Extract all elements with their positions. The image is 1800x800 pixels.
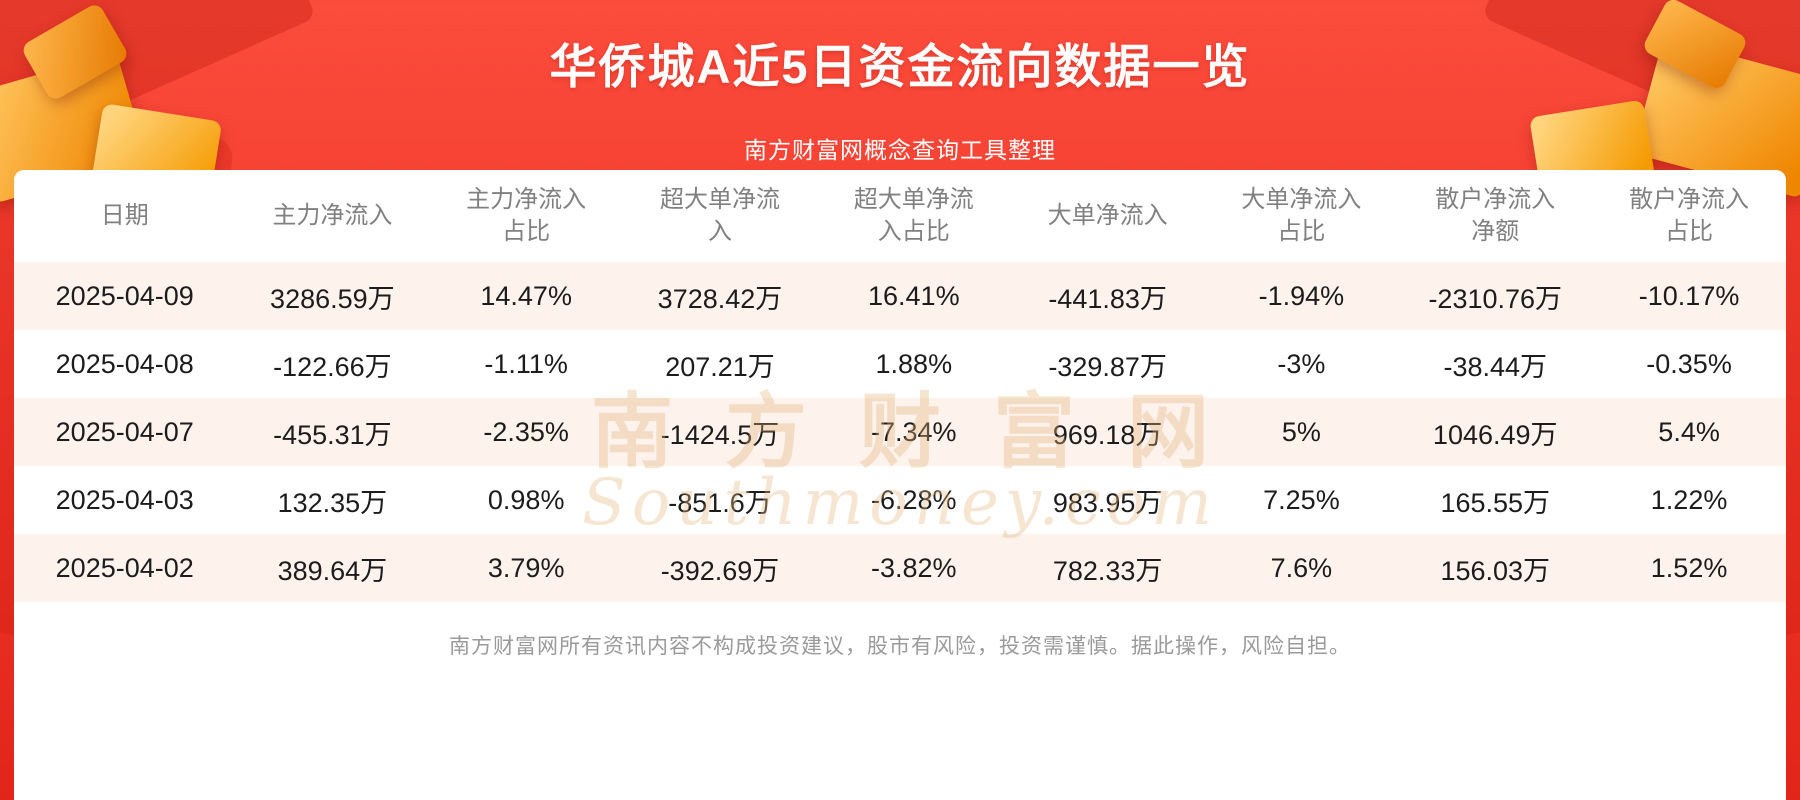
date-cell: 2025-04-09 [55,280,194,311]
column-header-1: 主力净流入 [272,201,393,229]
value-cell: 1.22% [1650,484,1728,515]
column-header-0: 日期 [100,201,149,229]
value-cell: 3728.42万 [657,283,783,314]
value-cell: 165.55万 [1440,487,1551,518]
value-cell: -38.44万 [1443,351,1548,382]
column-header-6: 大单净流入占比 [1241,185,1362,245]
date-cell: 2025-04-02 [55,552,194,583]
value-cell: 7.6% [1270,552,1333,583]
table-row: 2025-04-07 -455.31万 -2.35% -1424.5万 -7.34% 96… [14,398,1786,466]
value-cell: 132.35万 [277,487,388,518]
value-cell: 207.21万 [665,351,775,382]
date-cell: 2025-04-03 [55,484,194,515]
page-title: 华侨城A近5日资金流向数据一览 [549,40,1251,93]
column-header-5: 大单净流入 [1047,201,1168,229]
table-row: 2025-04-08 -122.66万 -1.11% 207.21万 1.88% -329… [14,330,1786,398]
data-card: 日期 主力净流入 主力净流入占比 超大单净流入 超大单净流入占比 大单净流入 大单净流入占比… [14,170,1786,800]
value-cell: 0.98% [487,484,565,515]
value-cell: 389.64万 [277,555,388,586]
value-cell: 1.52% [1650,552,1728,583]
value-cell: -1424.5万 [660,419,780,450]
value-cell: -7.34% [871,416,957,447]
value-cell: -1.11% [484,348,568,379]
value-cell: 16.41% [868,280,960,311]
value-cell: 5.4% [1658,416,1720,447]
flow-table: 日期 主力净流入 主力净流入占比 超大单净流入 超大单净流入占比 大单净流入 大单净流入占比… [14,170,1786,602]
value-cell: -455.31万 [273,419,392,450]
column-header-7: 散户净流入净额 [1435,185,1556,245]
column-header-2: 主力净流入占比 [466,185,587,245]
table-row: 2025-04-03 132.35万 0.98% -851.6万 -6.28% 983.9… [14,466,1786,534]
value-cell: -0.35% [1646,348,1732,379]
table-row: 2025-04-09 3286.59万 14.47% 3728.42万 16.41% -4… [14,262,1786,330]
value-cell: -329.87万 [1048,351,1167,382]
value-cell: -3.82% [871,552,957,583]
column-header-3: 超大单净流入 [659,185,780,245]
date-cell: 2025-04-08 [55,348,194,379]
page-subtitle: 南方财富网概念查询工具整理 [744,137,1056,163]
value-cell: 3.79% [487,552,565,583]
footer-disclaimer: 南方财富网所有资讯内容不构成投资建议，股市有风险，投资需谨慎。据此操作，风险自担… [449,635,1351,658]
value-cell: -851.6万 [668,487,772,518]
column-header-8: 散户净流入占比 [1629,185,1750,245]
value-cell: -392.69万 [660,555,780,586]
value-cell: 156.03万 [1440,555,1551,586]
page-header: 华侨城A近5日资金流向数据一览 南方财富网概念查询工具整理 [0,0,1800,165]
value-cell: -2310.76万 [1428,283,1563,314]
value-cell: 3286.59万 [270,283,395,314]
value-cell: 14.47% [480,280,572,311]
value-cell: 969.18万 [1052,419,1163,450]
table-body: 2025-04-09 3286.59万 14.47% 3728.42万 16.41% -4… [14,262,1786,602]
value-cell: 1046.49万 [1432,419,1558,450]
value-cell: -441.83万 [1048,283,1167,314]
value-cell: 1.88% [875,348,953,379]
value-cell: 782.33万 [1052,555,1163,586]
column-header-4: 超大单净流入占比 [853,185,974,245]
date-cell: 2025-04-07 [55,416,194,447]
value-cell: -1.94% [1258,280,1345,311]
value-cell: -3% [1277,348,1326,379]
value-cell: -122.66万 [273,351,392,382]
table-header-row: 日期 主力净流入 主力净流入占比 超大单净流入 超大单净流入占比 大单净流入 大单净流入占比… [14,170,1786,262]
table-row: 2025-04-02 389.64万 3.79% -392.69万 -3.82% 782.… [14,534,1786,602]
value-cell: -2.35% [483,416,569,447]
value-cell: 7.25% [1263,484,1340,515]
value-cell: -6.28% [871,484,957,515]
value-cell: 5% [1281,416,1321,447]
value-cell: 983.95万 [1052,487,1163,518]
value-cell: -10.17% [1638,280,1740,311]
